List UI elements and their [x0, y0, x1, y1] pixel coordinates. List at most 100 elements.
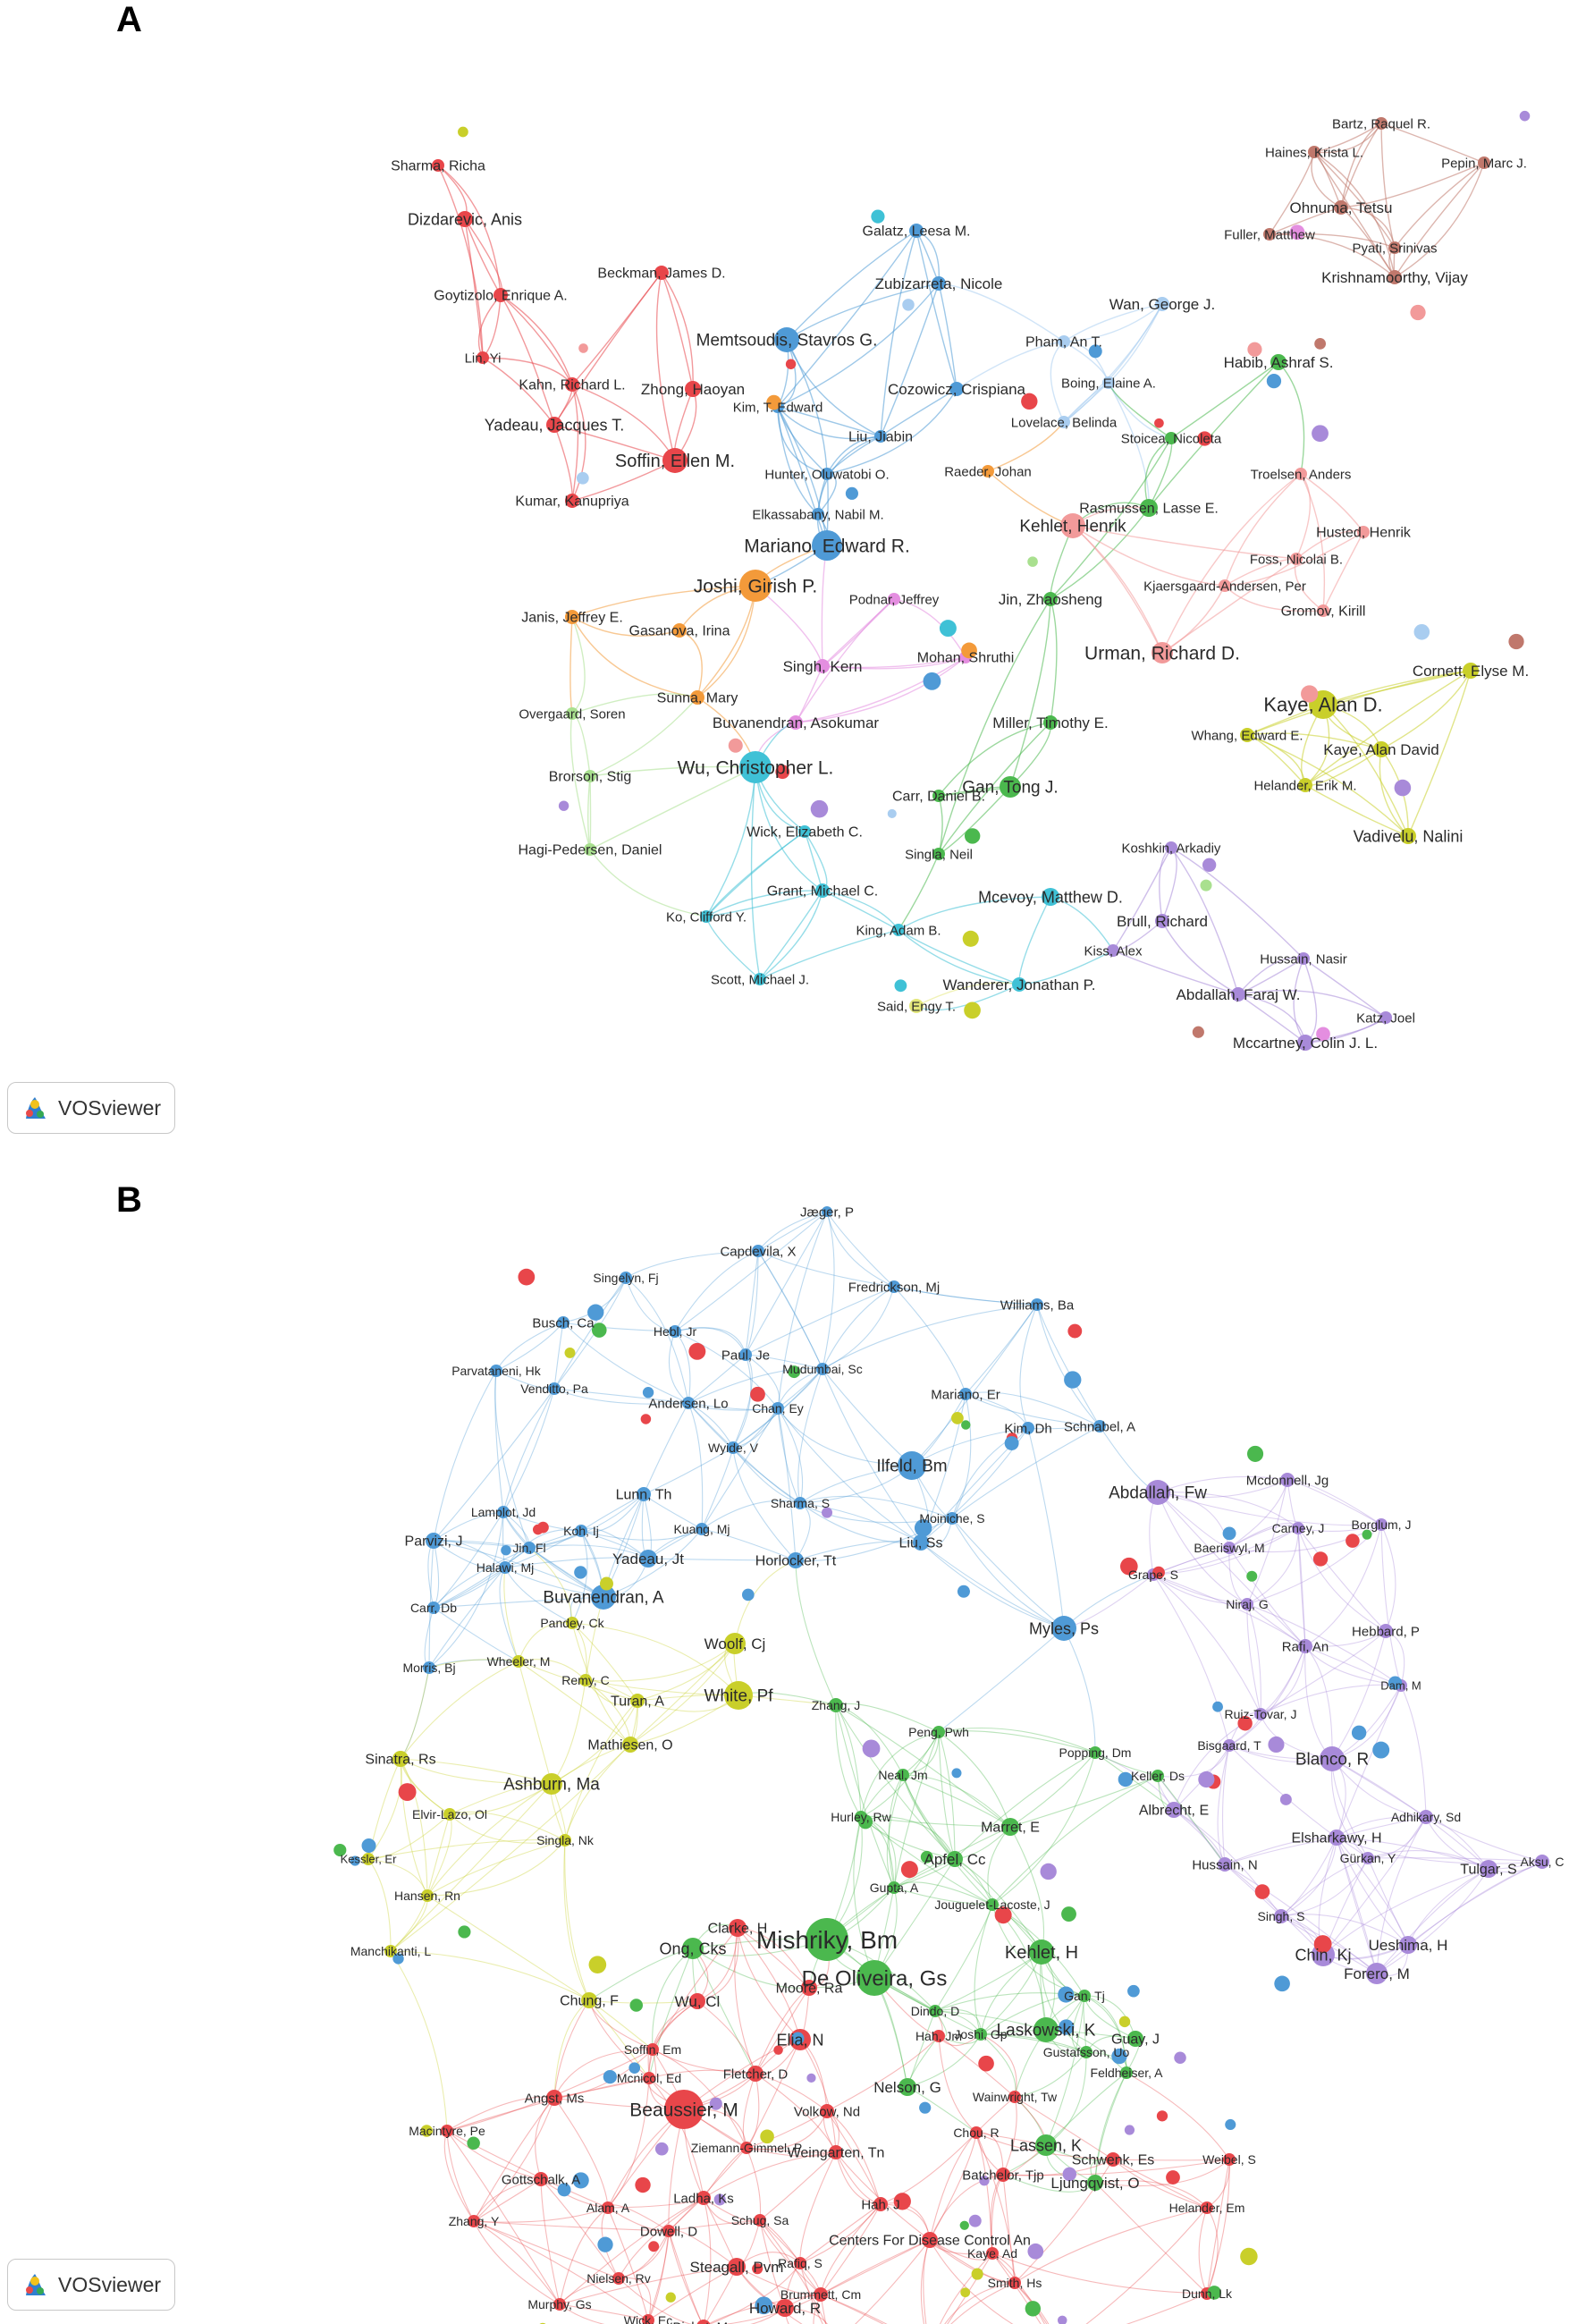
unlabeled-author-node[interactable]: [1394, 779, 1412, 797]
unlabeled-author-node[interactable]: [755, 2296, 773, 2315]
author-node[interactable]: [423, 1661, 435, 1674]
unlabeled-author-node[interactable]: [951, 1412, 964, 1424]
author-node[interactable]: [1060, 513, 1085, 538]
author-node[interactable]: [947, 1851, 963, 1867]
author-node[interactable]: [1535, 1855, 1549, 1869]
unlabeled-author-node[interactable]: [597, 2236, 613, 2252]
author-node[interactable]: [1240, 728, 1254, 742]
author-node[interactable]: [1280, 1473, 1295, 1487]
author-node[interactable]: [1058, 416, 1070, 428]
unlabeled-author-node[interactable]: [1222, 1526, 1236, 1541]
unlabeled-author-node[interactable]: [1279, 1793, 1292, 1805]
unlabeled-author-node[interactable]: [1246, 1570, 1258, 1582]
author-node[interactable]: [1008, 2091, 1021, 2103]
author-node[interactable]: [1165, 432, 1177, 444]
author-node[interactable]: [1089, 1746, 1101, 1759]
author-node[interactable]: [729, 1919, 747, 1937]
author-node[interactable]: [801, 1980, 817, 1996]
unlabeled-author-node[interactable]: [1301, 685, 1319, 703]
author-node[interactable]: [534, 2172, 548, 2186]
author-node[interactable]: [1317, 604, 1329, 617]
author-node[interactable]: [1022, 1422, 1034, 1434]
author-node[interactable]: [565, 610, 579, 624]
author-node[interactable]: [874, 430, 887, 443]
unlabeled-author-node[interactable]: [1274, 1975, 1290, 1992]
unlabeled-author-node[interactable]: [572, 2172, 589, 2189]
unlabeled-author-node[interactable]: [971, 2268, 983, 2280]
unlabeled-author-node[interactable]: [1061, 1906, 1076, 1922]
unlabeled-author-node[interactable]: [1166, 2170, 1180, 2185]
author-node[interactable]: [612, 2272, 625, 2285]
author-node[interactable]: [546, 417, 562, 433]
author-node[interactable]: [457, 211, 473, 227]
author-node[interactable]: [622, 1737, 638, 1753]
author-node[interactable]: [949, 382, 964, 396]
author-node[interactable]: [772, 1402, 784, 1415]
author-node[interactable]: [682, 1938, 704, 1959]
unlabeled-author-node[interactable]: [558, 800, 569, 811]
unlabeled-author-node[interactable]: [871, 209, 885, 224]
author-node[interactable]: [654, 266, 669, 280]
author-node[interactable]: [1254, 1708, 1267, 1720]
author-node[interactable]: [970, 2126, 983, 2139]
author-node[interactable]: [812, 530, 842, 561]
author-node[interactable]: [946, 1512, 958, 1525]
author-node[interactable]: [816, 1363, 829, 1375]
author-node[interactable]: [1043, 715, 1058, 730]
author-node[interactable]: [1201, 2201, 1213, 2214]
unlabeled-author-node[interactable]: [648, 2241, 660, 2252]
author-node[interactable]: [806, 1918, 848, 1961]
author-node[interactable]: [739, 1348, 752, 1361]
author-node[interactable]: [559, 1834, 571, 1847]
unlabeled-author-node[interactable]: [1207, 2286, 1221, 2300]
author-node[interactable]: [548, 1382, 561, 1395]
author-node[interactable]: [1127, 2031, 1143, 2047]
unlabeled-author-node[interactable]: [628, 2062, 641, 2074]
author-node[interactable]: [426, 1533, 442, 1549]
author-node[interactable]: [602, 2201, 614, 2214]
unlabeled-author-node[interactable]: [420, 2125, 433, 2137]
unlabeled-author-node[interactable]: [1021, 393, 1038, 410]
author-node[interactable]: [696, 1523, 708, 1535]
unlabeled-author-node[interactable]: [785, 359, 797, 369]
author-node[interactable]: [1320, 1746, 1345, 1771]
author-node[interactable]: [1308, 146, 1320, 158]
author-node[interactable]: [1298, 778, 1312, 792]
author-node[interactable]: [754, 973, 766, 985]
author-node[interactable]: [873, 2197, 888, 2211]
unlabeled-author-node[interactable]: [629, 1999, 643, 2012]
author-node[interactable]: [1329, 1830, 1345, 1846]
author-node[interactable]: [1051, 1616, 1076, 1641]
unlabeled-author-node[interactable]: [1266, 373, 1282, 389]
unlabeled-author-node[interactable]: [957, 1585, 970, 1598]
author-node[interactable]: [1140, 499, 1158, 517]
author-node[interactable]: [1295, 468, 1307, 480]
author-node[interactable]: [888, 1280, 900, 1293]
unlabeled-author-node[interactable]: [333, 1843, 347, 1857]
author-node[interactable]: [662, 448, 688, 473]
author-node[interactable]: [689, 1993, 705, 2009]
unlabeled-author-node[interactable]: [893, 2193, 911, 2210]
author-node[interactable]: [794, 2257, 806, 2269]
unlabeled-author-node[interactable]: [960, 2287, 971, 2298]
author-node[interactable]: [774, 327, 799, 352]
author-node[interactable]: [929, 2005, 941, 2017]
unlabeled-author-node[interactable]: [788, 1365, 801, 1379]
unlabeled-author-node[interactable]: [1289, 224, 1305, 241]
unlabeled-author-node[interactable]: [810, 799, 829, 818]
author-node[interactable]: [620, 1272, 632, 1284]
author-node[interactable]: [384, 1945, 397, 1957]
author-node[interactable]: [1223, 1542, 1236, 1554]
unlabeled-author-node[interactable]: [1058, 2019, 1075, 2035]
author-node[interactable]: [1012, 977, 1026, 992]
author-node[interactable]: [728, 2258, 746, 2276]
author-node[interactable]: [1029, 1939, 1054, 1965]
author-node[interactable]: [1357, 526, 1370, 538]
unlabeled-author-node[interactable]: [1346, 1534, 1360, 1548]
author-node[interactable]: [1292, 1522, 1304, 1534]
unlabeled-author-node[interactable]: [964, 1001, 981, 1019]
author-node[interactable]: [566, 707, 578, 720]
author-node[interactable]: [1155, 297, 1169, 311]
author-node[interactable]: [646, 2043, 659, 2056]
author-node[interactable]: [1035, 2134, 1057, 2156]
